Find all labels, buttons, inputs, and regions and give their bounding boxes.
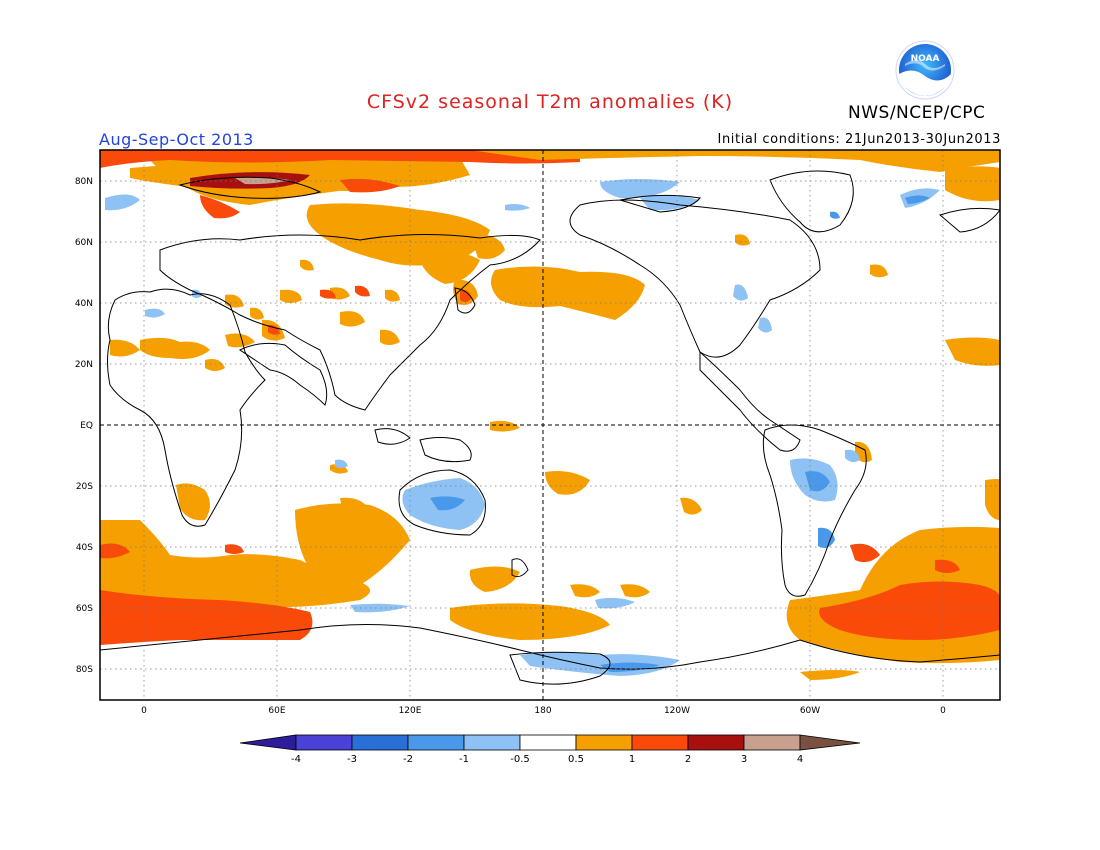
map-title: CFSv2 seasonal T2m anomalies (K): [366, 91, 734, 113]
colorbar-swatch: [631, 734, 689, 751]
lat-label: 40N: [75, 299, 93, 309]
lat-label: 80S: [76, 665, 93, 675]
colorbar-label: 2: [685, 754, 691, 765]
colorbar-label: -1: [459, 754, 469, 765]
lon-label: 60W: [800, 706, 820, 716]
colorbar-swatch: [407, 734, 465, 751]
colorbar-label: 0.5: [568, 754, 584, 765]
colorbar-swatch: [687, 734, 745, 751]
colorbar-swatch: [575, 734, 633, 751]
colorbar-low-arrow: [239, 734, 297, 751]
coastlines: [100, 170, 1000, 685]
graticule: [100, 150, 1000, 700]
lat-label: 80N: [75, 177, 93, 187]
lon-label: 0: [940, 706, 946, 716]
colorbar-swatch: [519, 734, 577, 751]
lon-label: 120E: [399, 706, 422, 716]
lat-label: EQ: [80, 421, 93, 431]
reference-lines: [100, 150, 1000, 700]
lat-label: 20S: [76, 482, 93, 492]
initial-conditions-label: Initial conditions: 21Jun2013-30Jun2013: [717, 132, 1001, 147]
lat-label: 60N: [75, 238, 93, 248]
colorbar-high-arrow: [799, 734, 861, 751]
colorbar-label: -4: [291, 754, 301, 765]
colorbar-swatch: [463, 734, 521, 751]
colorbar-labels: -4 -3 -2 -1 -0.5 0.5 1 2 3 4: [291, 754, 803, 765]
colorbar: [239, 734, 861, 751]
latitude-labels: 80N 60N 40N 20N EQ 20S 40S 60S 80S: [75, 177, 93, 675]
lon-label: 60E: [268, 706, 285, 716]
colorbar-label: -3: [347, 754, 357, 765]
colorbar-swatch: [351, 734, 409, 751]
longitude-labels: 0 60E 120E 180 120W 60W 0: [141, 706, 946, 716]
season-label: Aug-Sep-Oct 2013: [99, 130, 254, 149]
colorbar-label: -0.5: [510, 754, 530, 765]
colorbar-label: 1: [629, 754, 635, 765]
colorbar-label: 4: [797, 754, 803, 765]
logo-text: NOAA: [911, 54, 940, 64]
lat-label: 20N: [75, 360, 93, 370]
map-frame: [99, 149, 1001, 701]
lat-label: 60S: [76, 604, 93, 614]
anomaly-field: [100, 150, 1000, 680]
lon-label: 120W: [664, 706, 690, 716]
noaa-logo: NOAA: [895, 40, 955, 100]
colorbar-swatch: [743, 734, 801, 751]
agency-label: NWS/NCEP/CPC: [848, 103, 986, 123]
lon-label: 0: [141, 706, 147, 716]
colorbar-label: 3: [741, 754, 747, 765]
lat-label: 40S: [76, 543, 93, 553]
colorbar-swatch: [295, 734, 353, 751]
colorbar-label: -2: [403, 754, 413, 765]
lon-label: 180: [534, 706, 551, 716]
